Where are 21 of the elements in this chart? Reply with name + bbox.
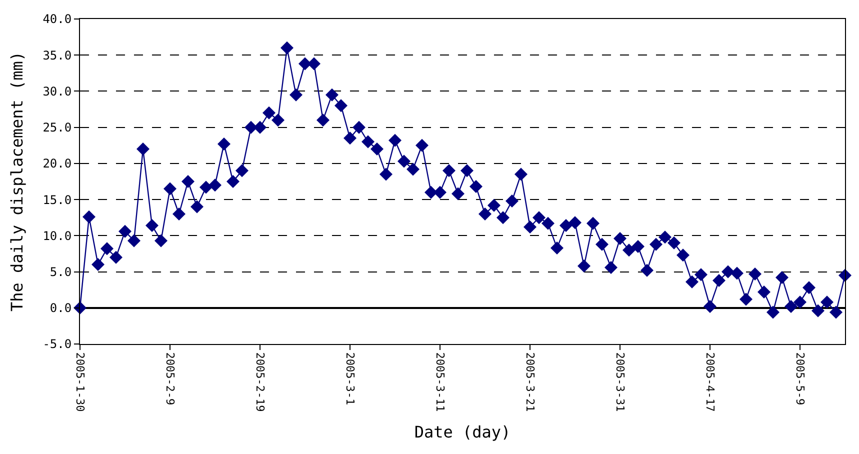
y-tick-label: -5.0 bbox=[42, 337, 72, 352]
y-tick-label: 5.0 bbox=[50, 264, 72, 279]
x-tick-label: 2005-2-19 bbox=[253, 352, 266, 412]
x-tick-label: 2005-3-21 bbox=[523, 352, 536, 412]
x-tick-label: 2005-2-9 bbox=[163, 352, 176, 406]
y-tick-label: 25.0 bbox=[42, 120, 72, 135]
y-tick-label: 20.0 bbox=[42, 156, 72, 171]
x-axis-title: Date (day) bbox=[414, 422, 511, 442]
x-tick-label: 2005-3-31 bbox=[613, 352, 626, 412]
y-tick-label: 30.0 bbox=[42, 84, 72, 98]
x-tick-label: 2005-3-1 bbox=[343, 352, 356, 406]
y-axis-title: The daily displacement (mm) bbox=[8, 51, 27, 312]
y-tick-label: 35.0 bbox=[42, 48, 72, 62]
x-tick-label: 2005-1-30 bbox=[73, 352, 86, 412]
x-tick-label: 2005-4-17 bbox=[703, 352, 716, 412]
y-tick-label: 15.0 bbox=[42, 192, 72, 207]
y-tick-label: 0.0 bbox=[50, 301, 72, 316]
x-tick-label: 2005-5-9 bbox=[793, 352, 806, 406]
y-tick-label: 10.0 bbox=[42, 228, 72, 243]
x-tick-label: 2005-3-11 bbox=[433, 352, 446, 412]
y-tick-label: 40.0 bbox=[42, 12, 72, 26]
